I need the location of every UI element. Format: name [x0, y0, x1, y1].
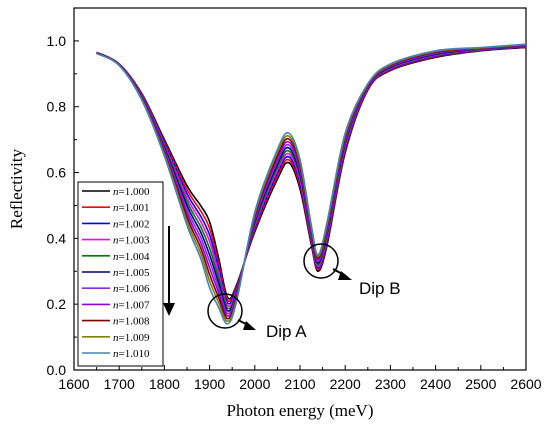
legend-label-0: n=1.000: [113, 186, 150, 198]
series-line-10: [96, 43, 527, 325]
y-tick-label: 1.0: [47, 33, 67, 49]
x-tick-label: 1600: [58, 376, 89, 392]
x-tick-label: 1900: [194, 376, 225, 392]
y-tick-label: 0.4: [47, 230, 67, 246]
legend-label-10: n=1.010: [113, 348, 150, 360]
x-tick-label: 1700: [104, 376, 135, 392]
legend-label-8: n=1.008: [113, 316, 150, 328]
dip-b-circle: [303, 243, 339, 279]
legend-box: [77, 181, 164, 367]
y-tick-label: 0.2: [47, 296, 67, 312]
legend-label-9: n=1.009: [113, 332, 150, 344]
dip-b-arrow-head: [338, 271, 352, 280]
x-tick-label: 2400: [420, 376, 451, 392]
x-axis-label: Photon energy (meV): [227, 401, 374, 420]
x-tick-label: 2600: [510, 376, 541, 392]
y-tick-label: 0.8: [47, 99, 67, 115]
dip-b-label: Dip B: [359, 279, 401, 298]
legend: n=1.000 n=1.001 n=1.002 n=1.003 n=1.004 n=1.0…: [77, 181, 164, 367]
x-axis-ticks: 1600 1700 1800 1900 2000 2100 2200 2300 2400 2500…: [58, 365, 542, 392]
y-tick-label: 0.6: [47, 165, 67, 181]
x-tick-label: 2200: [330, 376, 361, 392]
x-tick-label: 2500: [465, 376, 496, 392]
legend-label-6: n=1.006: [113, 283, 150, 295]
legend-items: n=1.000 n=1.001 n=1.002 n=1.003 n=1.004 n=1.0…: [82, 186, 150, 360]
legend-label-2: n=1.002: [113, 218, 149, 230]
dip-a-arrow-head: [243, 321, 256, 330]
legend-label-3: n=1.003: [113, 235, 150, 247]
x-tick-label: 1800: [149, 376, 180, 392]
legend-label-1: n=1.001: [113, 202, 149, 214]
dip-a-circle: [207, 293, 243, 329]
y-tick-label: 0.0: [47, 362, 67, 378]
trend-arrow-head: [163, 303, 175, 316]
legend-label-4: n=1.004: [113, 251, 150, 263]
legend-label-5: n=1.005: [113, 267, 150, 279]
y-axis-label: Reflectivity: [7, 148, 26, 229]
x-tick-label: 2100: [284, 376, 315, 392]
series-layer: [96, 43, 527, 325]
x-tick-label: 2300: [375, 376, 406, 392]
y-axis-ticks: 0.0 0.2 0.4 0.6 0.8 1.0: [47, 7, 79, 378]
x-tick-label: 2000: [239, 376, 270, 392]
legend-label-7: n=1.007: [113, 299, 150, 311]
dip-a-label: Dip A: [266, 322, 307, 341]
